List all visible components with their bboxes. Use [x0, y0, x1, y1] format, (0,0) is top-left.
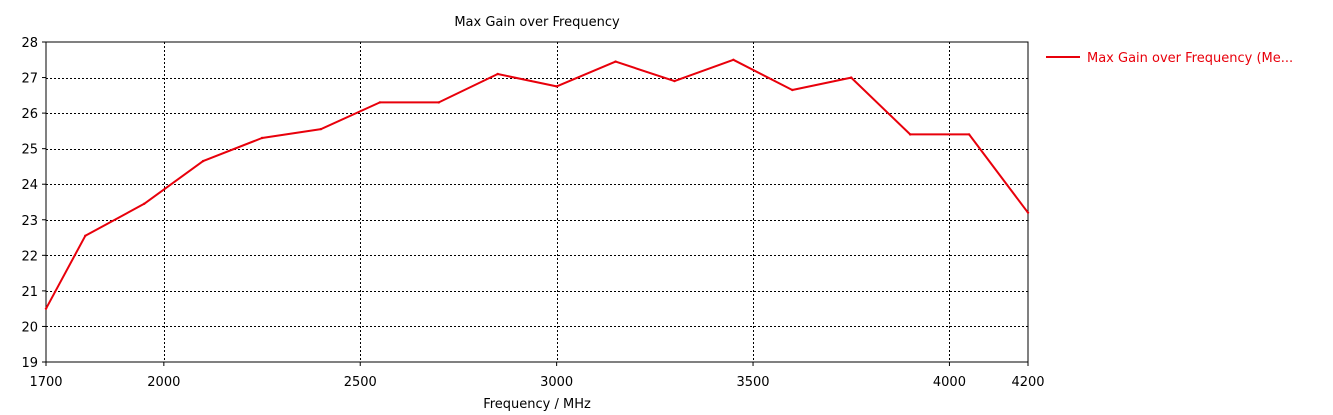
- y-tick-label: 21: [21, 285, 38, 300]
- chart-title: Max Gain over Frequency: [454, 15, 620, 30]
- y-tick-label: 26: [21, 107, 38, 122]
- y-tick-label: 25: [21, 143, 38, 158]
- data-point[interactable]: [555, 85, 558, 88]
- x-tick-label: 3500: [736, 375, 769, 390]
- data-point[interactable]: [614, 60, 617, 63]
- data-point[interactable]: [732, 58, 735, 61]
- x-tick-label: 4000: [933, 375, 966, 390]
- y-tick-label: 27: [21, 72, 38, 87]
- y-tick-label: 24: [21, 178, 38, 193]
- data-point[interactable]: [1026, 211, 1030, 214]
- tick-layer: 1700 2000 2500 3000 3500 4000 4200 19 20 21 22 23 24…: [21, 36, 1044, 390]
- data-point[interactable]: [378, 101, 382, 104]
- y-tick-label: 22: [21, 249, 38, 264]
- series-layer: [44, 58, 1030, 310]
- y-tick-label: 23: [21, 214, 38, 229]
- data-point[interactable]: [201, 159, 205, 163]
- x-tick-label: 3000: [540, 375, 573, 390]
- y-tick-label: 20: [21, 320, 38, 335]
- legend[interactable]: Max Gain over Frequency (Me...: [1046, 51, 1293, 66]
- grid-layer: [46, 42, 1028, 362]
- x-tick-label: 2500: [344, 375, 377, 390]
- data-point[interactable]: [260, 136, 264, 140]
- x-tick-label: 2000: [147, 375, 180, 390]
- data-point[interactable]: [44, 307, 48, 310]
- data-point[interactable]: [437, 101, 440, 104]
- data-point[interactable]: [967, 133, 971, 136]
- data-point[interactable]: [319, 127, 323, 131]
- x-axis-label: Frequency / MHz: [483, 397, 591, 412]
- data-point[interactable]: [791, 88, 794, 92]
- y-tick-label: 28: [21, 36, 38, 51]
- data-point[interactable]: [908, 133, 912, 136]
- data-point[interactable]: [496, 72, 499, 76]
- x-tick-label: 1700: [29, 375, 62, 390]
- data-point[interactable]: [84, 234, 87, 237]
- x-tick-label: 4200: [1011, 375, 1044, 390]
- legend-label[interactable]: Max Gain over Frequency (Me...: [1087, 51, 1293, 66]
- data-point[interactable]: [143, 202, 146, 205]
- data-point[interactable]: [850, 76, 853, 79]
- y-tick-label: 19: [21, 356, 38, 371]
- plot-area-frame: [45, 41, 1029, 363]
- data-point[interactable]: [673, 79, 676, 83]
- series-line[interactable]: [45, 58, 1029, 310]
